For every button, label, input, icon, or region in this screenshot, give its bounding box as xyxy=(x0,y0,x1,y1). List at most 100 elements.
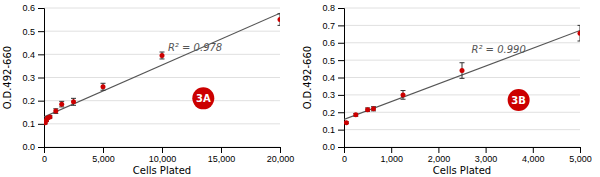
tick: 0.2 xyxy=(322,108,344,118)
error-bar xyxy=(59,101,64,107)
tick-label: 0.2 xyxy=(22,96,35,106)
grid-line xyxy=(344,42,580,43)
grid-line xyxy=(344,112,580,113)
tick: 0.1 xyxy=(322,125,344,135)
tick-label: 15,000 xyxy=(208,154,236,164)
axis-line xyxy=(38,9,45,148)
tick-label: 0.6 xyxy=(22,3,35,13)
panel: 01,0002,0003,0004,0005,0000.00.10.20.30.… xyxy=(302,3,592,176)
y-axis: 0.0 0.1 0.2 0.3 0.4 0.5 0.6 0.7 0.8 xyxy=(322,3,344,152)
tick: 0.0 xyxy=(22,142,44,152)
tick: 0.6 xyxy=(22,3,44,13)
point xyxy=(47,114,52,119)
point xyxy=(101,84,106,89)
tick-label: 0.5 xyxy=(322,56,335,66)
tick-mark xyxy=(38,101,44,102)
tick-mark xyxy=(533,147,534,153)
tick-label: 4,000 xyxy=(522,154,545,164)
point xyxy=(160,53,165,58)
point xyxy=(71,99,76,104)
tick: 0.1 xyxy=(22,119,44,129)
tick-label: 0.0 xyxy=(322,142,335,152)
tick: 0.5 xyxy=(322,56,344,66)
plot-area xyxy=(44,13,280,125)
tick-mark xyxy=(38,78,44,79)
tick: 5,000 xyxy=(92,147,115,164)
error-bar xyxy=(101,83,106,90)
tick-label: 0.3 xyxy=(322,90,335,100)
tick-label: 0.8 xyxy=(322,3,335,13)
tick: 0.6 xyxy=(322,38,344,48)
error-bar xyxy=(71,98,76,105)
tick-mark xyxy=(438,147,439,153)
axis-line xyxy=(45,148,281,154)
tick: 0 xyxy=(342,147,347,164)
grid-line xyxy=(44,8,280,9)
tick-mark xyxy=(338,130,344,131)
error-bar xyxy=(365,108,370,111)
points xyxy=(344,31,580,125)
y-axis-title: O.D.492-660 xyxy=(2,46,13,109)
tick: 1,000 xyxy=(380,147,403,164)
tick-mark xyxy=(338,95,344,96)
tick: 0.4 xyxy=(22,50,44,60)
tick: 0.3 xyxy=(22,73,44,83)
badge-label: 3A xyxy=(196,93,211,104)
x-axis-title: Cells Plated xyxy=(433,165,491,176)
panel: 05,00010,00015,00020,0000.00.10.20.30.40… xyxy=(2,3,294,176)
tick: 0.7 xyxy=(322,21,344,31)
tick: 10,000 xyxy=(149,147,177,164)
tick: 5,000 xyxy=(569,147,592,164)
tick-label: 0.6 xyxy=(322,38,335,48)
error-bars xyxy=(44,14,280,124)
tick-mark xyxy=(38,147,44,148)
error-bar xyxy=(578,25,581,41)
tick-mark xyxy=(338,8,344,9)
tick-mark xyxy=(486,147,487,153)
badge xyxy=(192,87,214,109)
tick: 20,000 xyxy=(267,147,295,164)
annotation: R² = 0.978 xyxy=(168,42,222,53)
point xyxy=(365,107,370,112)
tick-label: 1,000 xyxy=(380,154,403,164)
point xyxy=(401,92,406,97)
badge-label: 3B xyxy=(511,95,526,106)
y-axis: 0.0 0.1 0.2 0.3 0.4 0.5 0.6 xyxy=(22,3,44,152)
tick-mark xyxy=(221,147,222,153)
tick: 0.2 xyxy=(22,96,44,106)
tick: 2,000 xyxy=(428,147,451,164)
grid-line xyxy=(44,123,280,124)
tick-mark xyxy=(38,124,44,125)
axis-line xyxy=(345,148,581,154)
tick-mark xyxy=(338,112,344,113)
error-bar xyxy=(371,107,376,111)
tick-label: 0.5 xyxy=(22,27,35,37)
tick: 0 xyxy=(42,147,47,164)
tick-label: 0.2 xyxy=(322,108,335,118)
tick-mark xyxy=(38,8,44,9)
grid-line xyxy=(344,8,580,9)
point xyxy=(460,68,465,73)
tick-label: 0.1 xyxy=(22,119,35,129)
point xyxy=(59,102,64,107)
tick-label: 0.4 xyxy=(22,50,35,60)
tick-mark xyxy=(580,147,581,153)
error-bars xyxy=(344,25,580,123)
figure: 05,00010,00015,00020,0000.00.10.20.30.40… xyxy=(0,0,600,177)
grid-line xyxy=(344,25,580,26)
tick: 0.8 xyxy=(322,3,344,13)
axis-line xyxy=(338,9,345,148)
tick-mark xyxy=(103,147,104,153)
tick-label: 0.1 xyxy=(322,125,335,135)
x-axis-title: Cells Plated xyxy=(133,165,191,176)
trend-line xyxy=(344,30,580,119)
tick-mark xyxy=(391,147,392,153)
tick-label: 2,000 xyxy=(428,154,451,164)
grid-line xyxy=(344,60,580,61)
trend-line xyxy=(44,13,280,117)
tick-mark xyxy=(38,31,44,32)
x-axis: 01,0002,0003,0004,0005,000 xyxy=(342,147,592,164)
tick: 0.4 xyxy=(322,73,344,83)
badge xyxy=(508,89,530,111)
tick-mark xyxy=(38,54,44,55)
